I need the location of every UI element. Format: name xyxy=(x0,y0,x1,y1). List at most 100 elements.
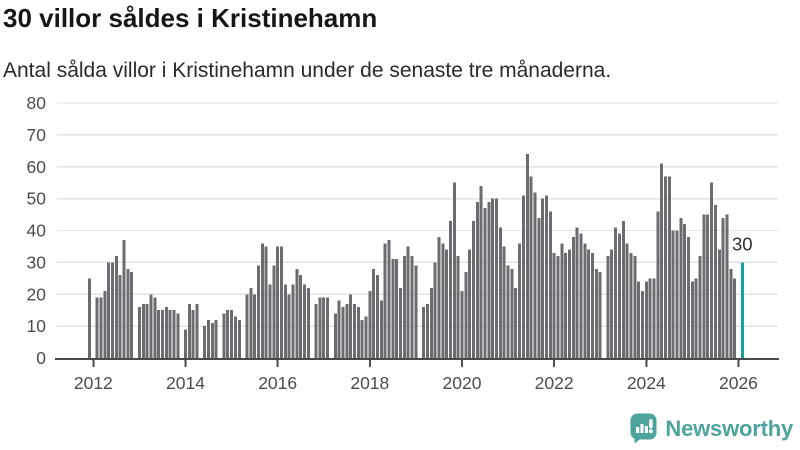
bar xyxy=(606,256,610,358)
y-tick-label: 80 xyxy=(27,93,47,113)
y-tick-label: 30 xyxy=(27,252,47,272)
y-tick-label: 0 xyxy=(36,348,46,368)
bar xyxy=(506,265,510,358)
bar xyxy=(541,198,545,359)
chart-title: 30 villor såldes i Kristinehamn xyxy=(3,3,378,33)
bar xyxy=(579,233,583,358)
bar xyxy=(475,201,479,358)
newsworthy-logo[interactable]: Newsworthy xyxy=(630,413,793,444)
bar xyxy=(598,271,602,358)
bar xyxy=(360,319,364,358)
bar xyxy=(333,313,337,359)
bar xyxy=(456,256,460,358)
bar xyxy=(95,297,99,358)
x-tick-label: 2014 xyxy=(166,373,205,393)
bar xyxy=(614,227,618,358)
y-tick-label: 50 xyxy=(27,189,47,209)
bar xyxy=(687,236,691,359)
bar xyxy=(187,303,191,358)
chart-subtitle: Antal sålda villor i Kristinehamn under … xyxy=(3,59,612,82)
bar xyxy=(322,297,326,358)
bar xyxy=(552,252,556,358)
x-tick-label: 2018 xyxy=(350,373,389,393)
bar xyxy=(264,246,268,358)
bar xyxy=(137,307,141,358)
bar xyxy=(391,259,395,358)
bar xyxy=(276,246,280,358)
highlight-bar xyxy=(740,262,744,359)
bar xyxy=(260,243,264,358)
bar xyxy=(184,329,187,358)
bar xyxy=(610,249,614,359)
bar xyxy=(149,294,153,358)
bar xyxy=(402,256,406,358)
bar xyxy=(468,249,472,359)
bar xyxy=(568,249,571,359)
bar xyxy=(683,224,687,359)
bar xyxy=(122,240,126,358)
bar xyxy=(341,307,345,358)
bar xyxy=(725,214,729,358)
bar xyxy=(118,275,122,359)
last-value-label: 30 xyxy=(732,233,753,254)
bar xyxy=(560,243,564,358)
bar xyxy=(306,287,310,359)
bar xyxy=(207,319,211,358)
bar xyxy=(429,287,433,359)
bar xyxy=(203,326,207,359)
bar xyxy=(575,227,579,358)
bar xyxy=(249,287,253,359)
bar xyxy=(644,281,648,358)
bar xyxy=(460,291,464,358)
bar xyxy=(717,249,721,359)
bar xyxy=(280,246,283,358)
x-tick-label: 2012 xyxy=(74,373,113,393)
bar xyxy=(303,284,307,358)
bar xyxy=(521,195,525,358)
bar xyxy=(318,297,322,358)
bar xyxy=(422,307,426,358)
bar xyxy=(376,275,379,359)
bar xyxy=(617,233,621,358)
bar xyxy=(533,192,537,358)
bar xyxy=(153,297,157,358)
bar xyxy=(130,271,134,358)
bar xyxy=(410,256,414,358)
bar xyxy=(233,316,237,358)
bar xyxy=(111,262,115,359)
bar xyxy=(283,284,287,358)
bar xyxy=(145,303,149,358)
bar xyxy=(326,297,330,358)
bar xyxy=(671,230,675,358)
bar xyxy=(272,265,276,358)
bar xyxy=(226,310,230,358)
bar xyxy=(406,246,410,358)
bar xyxy=(621,220,625,358)
bar xyxy=(479,185,483,359)
bar xyxy=(537,217,541,358)
bar xyxy=(571,236,575,359)
bar xyxy=(491,198,495,359)
bar xyxy=(268,284,272,358)
bar xyxy=(544,195,548,358)
y-tick-label: 40 xyxy=(27,221,47,241)
bar xyxy=(529,176,533,358)
y-tick-label: 70 xyxy=(27,125,47,145)
bar xyxy=(126,268,130,358)
bar xyxy=(514,287,518,359)
bar xyxy=(383,243,387,358)
bar xyxy=(425,303,429,358)
newsworthy-icon xyxy=(630,413,657,444)
bar xyxy=(314,303,318,358)
bar xyxy=(472,220,475,358)
bar xyxy=(710,182,714,358)
bar xyxy=(299,275,303,359)
bar xyxy=(107,262,111,359)
bar xyxy=(253,294,257,358)
bar xyxy=(245,294,249,358)
bar xyxy=(583,243,587,358)
bar xyxy=(349,294,353,358)
bar xyxy=(594,268,598,358)
bar xyxy=(721,217,725,358)
